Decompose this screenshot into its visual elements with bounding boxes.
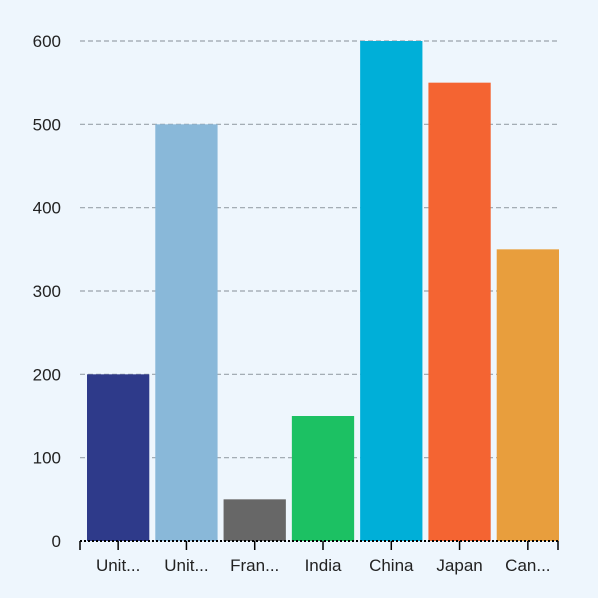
bar xyxy=(155,124,218,541)
x-axis-tick-labels: Unit... Unit... Fran... India China Japan Can.… xyxy=(96,556,551,575)
x-tick-label: China xyxy=(369,556,414,575)
x-tick-label: Can... xyxy=(505,556,550,575)
bar xyxy=(496,249,559,542)
bar xyxy=(291,416,355,541)
bar xyxy=(223,499,286,541)
y-tick-label: 200 xyxy=(33,365,61,384)
y-tick-label: 0 xyxy=(52,532,61,551)
y-tick-label: 400 xyxy=(33,199,61,218)
y-tick-label: 600 xyxy=(33,32,61,51)
x-tick-label: Japan xyxy=(436,556,482,575)
y-tick-label: 100 xyxy=(33,449,61,468)
y-tick-label: 500 xyxy=(33,115,61,134)
x-tick-label: Unit... xyxy=(164,556,208,575)
x-tick-label: Fran... xyxy=(230,556,279,575)
x-tick-label: Unit... xyxy=(96,556,140,575)
y-tick-label: 300 xyxy=(33,282,61,301)
x-tick-label: India xyxy=(305,556,342,575)
bar xyxy=(360,41,423,541)
bar xyxy=(87,374,150,541)
y-axis-tick-labels: 0 100 200 300 400 500 600 xyxy=(33,32,61,551)
bar xyxy=(428,82,491,542)
bars xyxy=(87,41,559,542)
x-axis xyxy=(79,540,559,550)
